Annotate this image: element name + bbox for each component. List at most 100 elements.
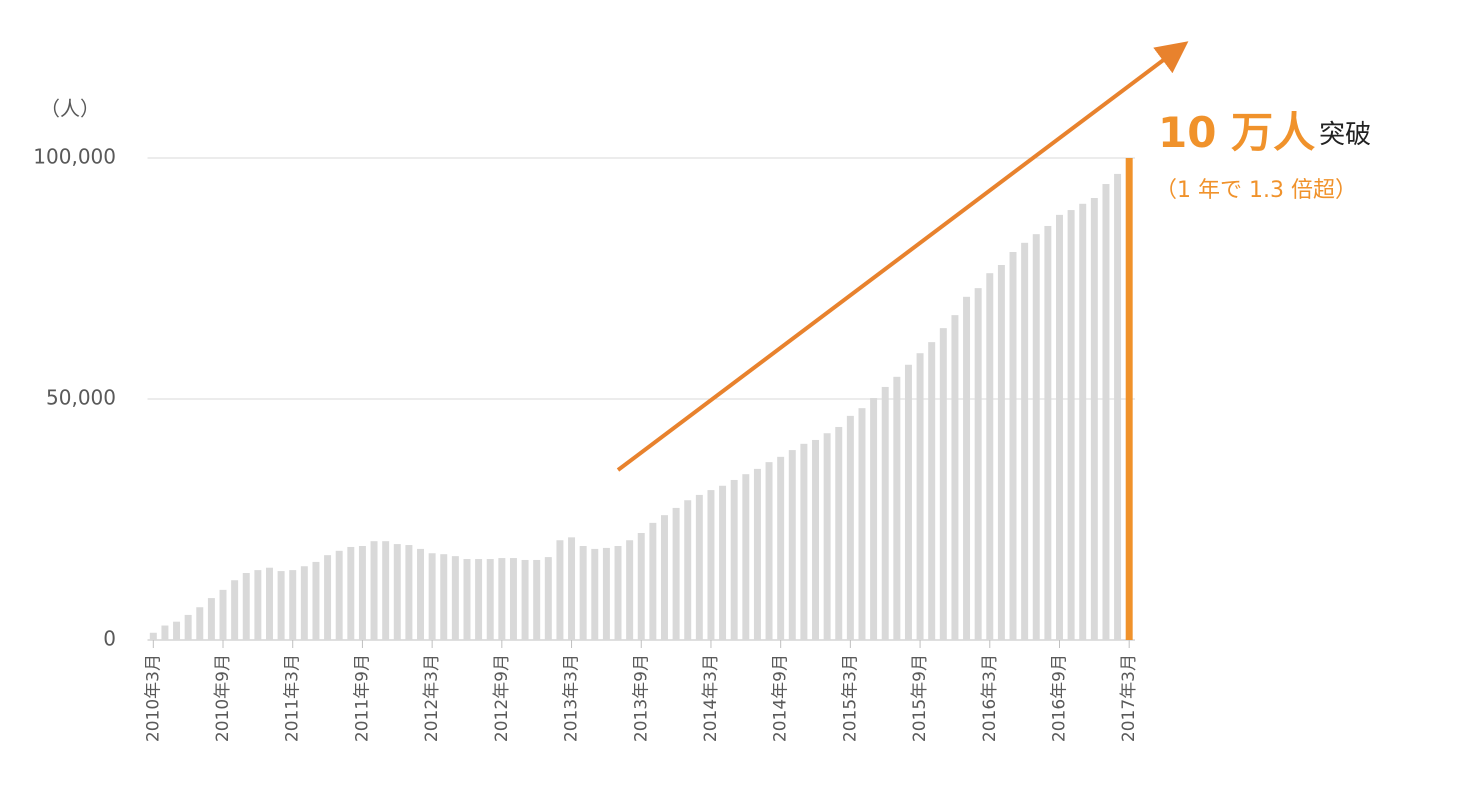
bar bbox=[904, 364, 912, 640]
bar bbox=[382, 541, 390, 640]
bar bbox=[846, 415, 854, 640]
bar bbox=[1044, 225, 1052, 640]
bar bbox=[486, 559, 494, 640]
bar bbox=[939, 328, 947, 640]
bar bbox=[521, 559, 529, 640]
bar bbox=[1067, 210, 1075, 640]
unit-label: （人） bbox=[40, 97, 100, 121]
bar bbox=[626, 540, 634, 640]
x-tick-label: 2016年9月 bbox=[1049, 654, 1069, 742]
bar bbox=[440, 554, 448, 640]
bar bbox=[881, 386, 889, 640]
bar bbox=[312, 561, 320, 640]
x-tick-label: 2015年9月 bbox=[910, 654, 930, 742]
bar bbox=[324, 555, 332, 640]
bar bbox=[823, 433, 831, 640]
bar bbox=[1125, 158, 1133, 640]
bar bbox=[254, 570, 262, 640]
bar bbox=[161, 625, 169, 640]
bar bbox=[963, 296, 971, 640]
bar bbox=[684, 500, 692, 640]
annotation-sub: （1 年で 1.3 倍超） bbox=[1155, 178, 1357, 203]
bar bbox=[335, 550, 343, 640]
bar bbox=[997, 265, 1005, 640]
bar bbox=[393, 544, 401, 640]
bar bbox=[777, 456, 785, 640]
bar bbox=[765, 462, 773, 640]
bar bbox=[544, 557, 552, 640]
bar bbox=[196, 607, 204, 640]
bar bbox=[475, 559, 483, 640]
y-tick-label: 50,000 bbox=[46, 386, 116, 410]
bar bbox=[579, 546, 587, 640]
bar bbox=[742, 474, 750, 640]
bar bbox=[428, 553, 436, 640]
bar bbox=[370, 541, 378, 640]
bar bbox=[788, 450, 796, 640]
bar bbox=[812, 439, 819, 640]
bar bbox=[568, 537, 576, 640]
bar bbox=[661, 515, 668, 640]
x-tick-label: 2011年9月 bbox=[352, 654, 372, 742]
bar bbox=[231, 580, 239, 640]
bar bbox=[289, 570, 297, 640]
bar bbox=[928, 342, 936, 640]
x-tick-label: 2014年3月 bbox=[701, 654, 721, 742]
bar bbox=[753, 468, 761, 640]
trend-arrow bbox=[616, 41, 1189, 472]
bar bbox=[602, 547, 610, 640]
bar bbox=[463, 559, 471, 640]
x-tick-label: 2013年9月 bbox=[631, 654, 651, 742]
bar bbox=[405, 545, 413, 640]
x-tick-label: 2011年3月 bbox=[283, 654, 303, 742]
x-tick-label: 2010年9月 bbox=[213, 654, 233, 742]
bar bbox=[707, 490, 715, 640]
bar bbox=[1114, 173, 1122, 640]
bar bbox=[695, 494, 703, 640]
bar bbox=[870, 398, 878, 640]
bar bbox=[498, 558, 506, 640]
bar bbox=[173, 621, 181, 640]
bar bbox=[1009, 251, 1017, 641]
bar bbox=[1102, 184, 1110, 640]
annotation: 10 万人 突破 bbox=[1158, 108, 1371, 157]
bar bbox=[916, 353, 924, 640]
bar bbox=[1079, 203, 1087, 641]
bar bbox=[719, 485, 727, 640]
bar bbox=[417, 548, 424, 640]
bar bbox=[730, 479, 738, 640]
bar bbox=[614, 546, 622, 640]
bar bbox=[835, 426, 843, 640]
bar bbox=[1090, 198, 1098, 641]
bar bbox=[149, 632, 157, 640]
x-tick-label: 2010年3月 bbox=[143, 654, 163, 742]
bar bbox=[556, 540, 564, 640]
bar bbox=[509, 558, 517, 640]
bar bbox=[637, 532, 645, 640]
y-tick-label: 0 bbox=[103, 627, 116, 651]
y-tick-label: 100,000 bbox=[33, 145, 116, 169]
x-tick-label: 2013年3月 bbox=[562, 654, 582, 742]
bar bbox=[858, 408, 866, 640]
annotation-suffix: 突破 bbox=[1319, 120, 1371, 150]
bar bbox=[242, 573, 250, 640]
bar bbox=[533, 559, 541, 640]
x-tick-label: 2017年3月 bbox=[1119, 654, 1139, 742]
bar bbox=[358, 546, 366, 640]
bar bbox=[974, 288, 982, 640]
bar bbox=[951, 315, 959, 640]
bar bbox=[266, 567, 273, 640]
bar bbox=[1056, 214, 1063, 640]
x-tick-label: 2016年3月 bbox=[980, 654, 1000, 742]
bar bbox=[300, 566, 308, 640]
bar bbox=[277, 571, 285, 640]
bar bbox=[219, 589, 227, 640]
bar bbox=[184, 614, 192, 640]
bar bbox=[451, 556, 459, 640]
x-tick-label: 2012年3月 bbox=[422, 654, 442, 742]
bar bbox=[1021, 242, 1029, 640]
x-tick-label: 2014年9月 bbox=[771, 654, 791, 742]
x-tick-label: 2015年3月 bbox=[840, 654, 860, 742]
bar bbox=[893, 376, 901, 640]
